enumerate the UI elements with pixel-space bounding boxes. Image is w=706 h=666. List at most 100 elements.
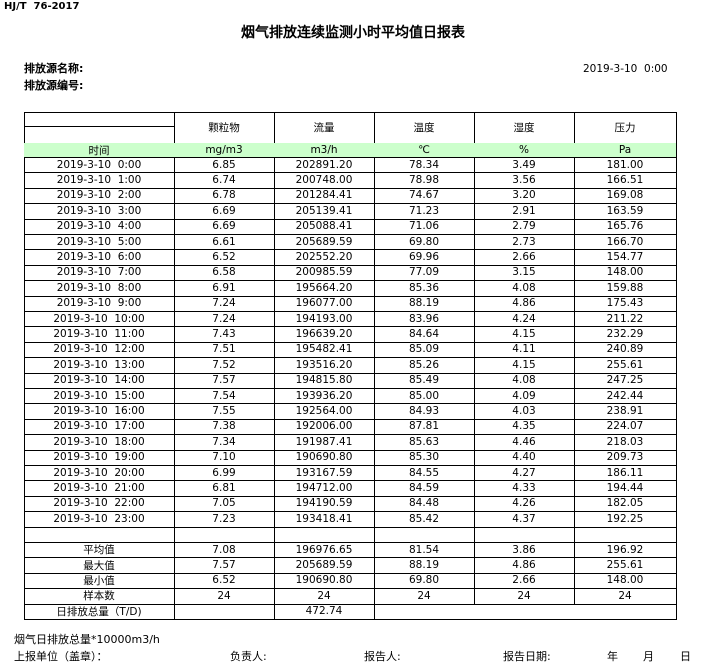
summary-value: 3.86 [474, 542, 575, 559]
owner-label: 负责人: [230, 650, 267, 663]
value-cell: 3.56 [474, 172, 575, 189]
value-cell: 6.74 [174, 172, 275, 189]
value-cell: 84.93 [374, 403, 475, 420]
value-cell: 6.58 [174, 264, 275, 282]
value-cell: 148.00 [574, 264, 677, 282]
column-header: 颗粒物 [174, 112, 275, 144]
footer-note: 烟气日排放总量*10000m3/h [14, 633, 160, 646]
time-cell: 2019-3-10 14:00 [24, 372, 175, 389]
summary-value: 2.66 [474, 572, 575, 590]
blank-cell [174, 603, 275, 620]
value-cell: 3.20 [474, 187, 575, 205]
source-id-label: 排放源编号: [24, 79, 84, 92]
day-label: 日 [680, 650, 691, 663]
summary-value: 88.19 [374, 557, 475, 574]
value-cell: 200748.00 [274, 172, 375, 189]
value-cell: 7.34 [174, 434, 275, 451]
summary-label: 最大值 [24, 557, 175, 574]
value-cell: 247.25 [574, 372, 677, 389]
value-cell: 2.91 [474, 203, 575, 220]
unit: ℃ [374, 143, 475, 158]
column-header: 湿度 [474, 112, 575, 144]
value-cell: 4.86 [474, 295, 575, 312]
value-cell: 4.26 [474, 495, 575, 513]
value-cell: 224.07 [574, 418, 677, 436]
value-cell: 211.22 [574, 311, 677, 328]
time-cell: 2019-3-10 4:00 [24, 218, 175, 235]
summary-value: 205689.59 [274, 557, 375, 574]
value-cell: 166.51 [574, 172, 677, 189]
value-cell: 4.35 [474, 418, 575, 436]
summary-value: 24 [374, 588, 475, 605]
time-cell: 2019-3-10 7:00 [24, 264, 175, 282]
value-cell: 4.15 [474, 357, 575, 374]
value-cell: 194193.00 [274, 311, 375, 328]
blank-cell [474, 526, 575, 543]
value-cell: 6.99 [174, 465, 275, 482]
value-cell: 85.49 [374, 372, 475, 389]
month-label: 月 [643, 650, 654, 663]
value-cell: 7.05 [174, 495, 275, 513]
value-cell: 4.15 [474, 326, 575, 343]
standard: HJ/T 76-2017 [4, 1, 80, 12]
value-cell: 242.44 [574, 388, 677, 405]
source-name-label: 排放源名称: [24, 62, 84, 75]
value-cell: 7.38 [174, 418, 275, 436]
value-cell: 77.09 [374, 264, 475, 282]
summary-value: 196.92 [574, 542, 677, 559]
value-cell: 192564.00 [274, 403, 375, 420]
summary-value: 7.57 [174, 557, 275, 574]
time-cell: 2019-3-10 18:00 [24, 434, 175, 451]
unit: % [474, 143, 575, 158]
value-cell: 193167.59 [274, 465, 375, 482]
value-cell: 202552.20 [274, 249, 375, 266]
value-cell: 194815.80 [274, 372, 375, 389]
value-cell: 4.46 [474, 434, 575, 451]
value-cell: 240.89 [574, 341, 677, 359]
summary-value: 255.61 [574, 557, 677, 574]
value-cell: 85.30 [374, 449, 475, 466]
time-cell: 2019-3-10 12:00 [24, 341, 175, 359]
value-cell: 182.05 [574, 495, 677, 513]
value-cell: 192006.00 [274, 418, 375, 436]
unit: m3/h [274, 143, 375, 158]
time-cell: 2019-3-10 1:00 [24, 172, 175, 189]
value-cell: 195482.41 [274, 341, 375, 359]
value-cell: 186.11 [574, 465, 677, 482]
header-blank [24, 126, 175, 144]
table-frame [24, 112, 676, 619]
summary-value: 24 [174, 588, 275, 605]
value-cell: 202891.20 [274, 157, 375, 174]
value-cell: 2.66 [474, 249, 575, 266]
value-cell: 84.48 [374, 495, 475, 513]
value-cell: 205139.41 [274, 203, 375, 220]
value-cell: 201284.41 [274, 187, 375, 205]
value-cell: 87.81 [374, 418, 475, 436]
value-cell: 4.08 [474, 372, 575, 389]
value-cell: 4.08 [474, 280, 575, 297]
time-cell: 2019-3-10 19:00 [24, 449, 175, 466]
value-cell: 193516.20 [274, 357, 375, 374]
value-cell: 3.49 [474, 157, 575, 174]
header-blank [24, 112, 175, 127]
time-cell: 2019-3-10 15:00 [24, 388, 175, 405]
daily-total-label: 日排放总量（T/D) [24, 603, 175, 620]
value-cell: 4.24 [474, 311, 575, 328]
value-cell: 7.51 [174, 341, 275, 359]
value-cell: 7.52 [174, 357, 275, 374]
column-header: 压力 [574, 112, 677, 144]
blank-cell [24, 526, 175, 543]
time-cell: 2019-3-10 23:00 [24, 511, 175, 528]
time-cell: 2019-3-10 3:00 [24, 203, 175, 220]
value-cell: 196077.00 [274, 295, 375, 312]
value-cell: 7.55 [174, 403, 275, 420]
value-cell: 4.09 [474, 388, 575, 405]
title: 烟气排放连续监测小时平均值日报表 [241, 25, 465, 41]
value-cell: 193418.41 [274, 511, 375, 528]
value-cell: 163.59 [574, 203, 677, 220]
summary-value: 24 [574, 588, 677, 605]
value-cell: 4.11 [474, 341, 575, 359]
time-cell: 2019-3-10 10:00 [24, 311, 175, 328]
value-cell: 255.61 [574, 357, 677, 374]
